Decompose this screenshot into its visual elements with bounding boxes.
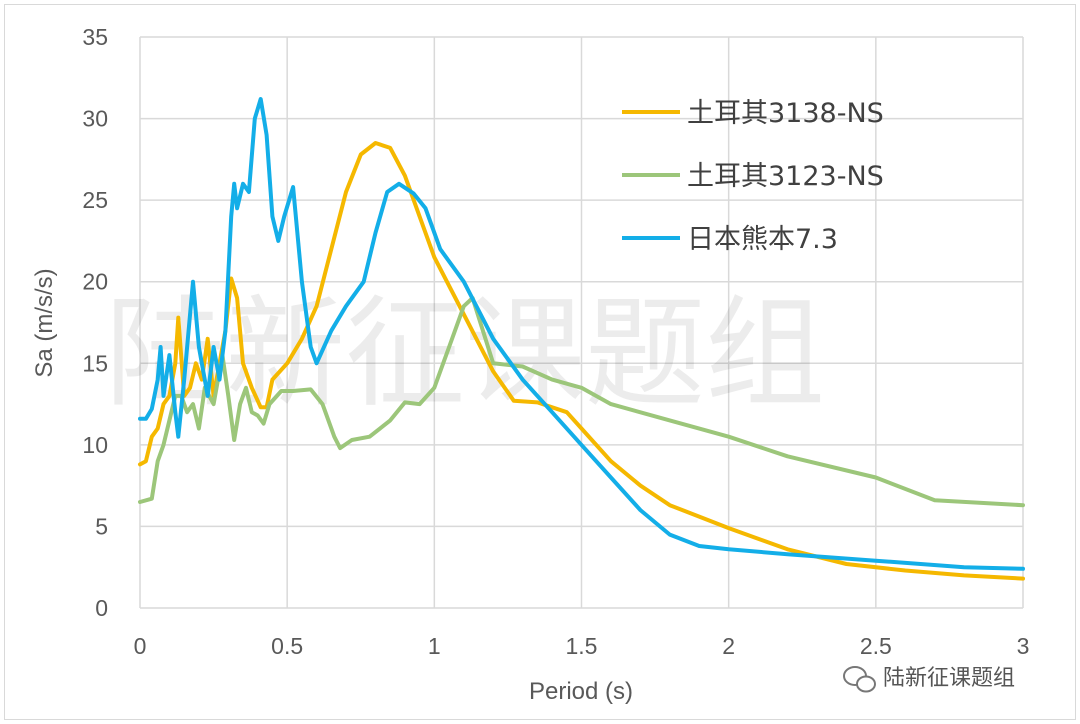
x-tick-label: 2 <box>722 633 735 659</box>
y-tick-label: 30 <box>82 106 108 132</box>
x-tick-label: 1 <box>428 633 441 659</box>
y-tick-label: 10 <box>82 432 108 458</box>
x-tick-label: 2.5 <box>860 633 892 659</box>
y-tick-label: 35 <box>82 24 108 50</box>
legend: 土耳其3138-NS 土耳其3123-NS 日本熊本7.3 <box>622 98 884 255</box>
y-tick-label: 5 <box>95 513 108 539</box>
y-tick-label: 20 <box>82 269 108 295</box>
x-tick-label: 0 <box>134 633 147 659</box>
legend-label-2: 日本熊本7.3 <box>687 224 838 255</box>
series-line-2 <box>138 97 1025 571</box>
legend-label-0: 土耳其3138-NS <box>687 98 884 129</box>
legend-label-1: 土耳其3123-NS <box>687 161 884 192</box>
y-axis-label: Sa (m/s/s) <box>31 268 58 377</box>
x-tick-label: 1.5 <box>566 633 598 659</box>
chart-frame <box>4 4 1076 720</box>
wechat-name: 陆新征课题组 <box>883 666 1015 691</box>
wechat-badge: 陆新征课题组 <box>843 666 1015 693</box>
y-tick-label: 0 <box>95 595 108 621</box>
x-tick-label: 0.5 <box>271 633 303 659</box>
y-tick-label: 15 <box>82 350 108 376</box>
x-axis-label: Period (s) <box>529 678 633 705</box>
x-tick-label: 3 <box>1017 633 1030 659</box>
wechat-icon <box>843 666 876 693</box>
series-group <box>138 97 1025 581</box>
y-tick-label: 25 <box>82 187 108 213</box>
series-line-1 <box>138 296 1025 508</box>
